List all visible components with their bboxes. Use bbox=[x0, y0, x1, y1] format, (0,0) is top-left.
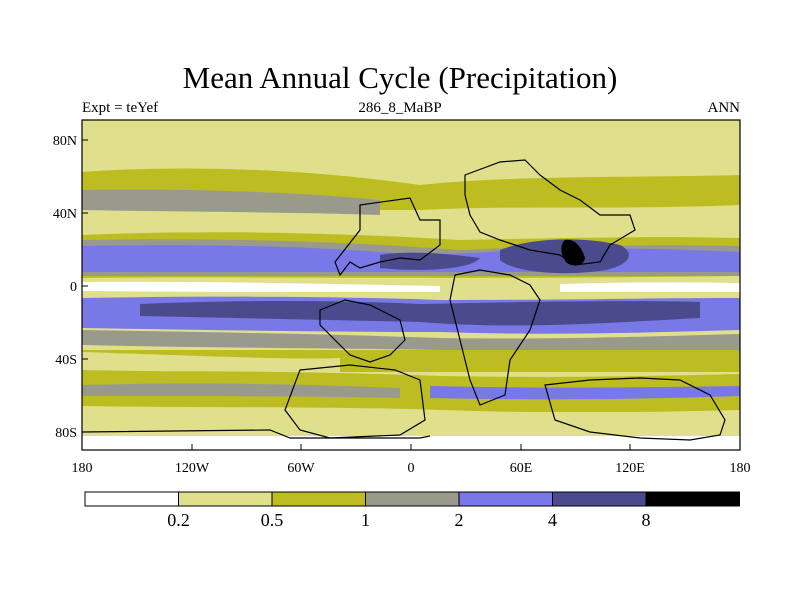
colorbar-label-1: 1 bbox=[361, 510, 370, 530]
band-nh-gray bbox=[82, 189, 380, 215]
y-tick-0: 0 bbox=[70, 280, 77, 295]
precip-field bbox=[82, 120, 740, 450]
x-tick-60e: 60E bbox=[510, 461, 533, 476]
outline-eurasia bbox=[464, 159, 636, 266]
y-tick-80s: 80S bbox=[55, 426, 77, 441]
y-tick-40s: 40S bbox=[55, 353, 77, 368]
x-tick-120w: 120W bbox=[175, 461, 210, 476]
y-tick-marks bbox=[82, 139, 88, 433]
band-nh-subtropics bbox=[82, 215, 740, 235]
outline-south-america bbox=[319, 299, 406, 363]
x-tick-60w: 60W bbox=[287, 461, 315, 476]
colorbar-bin-4 bbox=[459, 492, 553, 506]
band-sh-storm-gray bbox=[82, 383, 400, 398]
colorbar-bin-2 bbox=[272, 492, 366, 506]
y-tick-40n: 40N bbox=[53, 207, 77, 222]
colorbar-bin-6 bbox=[646, 492, 740, 506]
africa-dark-north bbox=[380, 252, 480, 270]
outline-australia-antarctica bbox=[544, 377, 726, 441]
monsoon-max bbox=[561, 239, 585, 266]
y-tick-80n: 80N bbox=[53, 134, 77, 149]
outline-southern-landmass bbox=[284, 364, 426, 439]
x-tick-marks bbox=[81, 444, 741, 450]
band-antarctic-white bbox=[82, 436, 740, 450]
x-tick-120e: 120E bbox=[615, 461, 645, 476]
season-label: ANN bbox=[707, 100, 741, 116]
band-equator-white-e bbox=[560, 282, 740, 292]
band-itcz-south-dark bbox=[140, 301, 700, 326]
experiment-label: Expt = teYef bbox=[82, 100, 159, 116]
band-arctic bbox=[82, 120, 740, 132]
land-outlines bbox=[82, 159, 726, 441]
x-tick-180w: 180 bbox=[72, 461, 93, 476]
plot-title: Mean Annual Cycle (Precipitation) bbox=[182, 60, 618, 95]
outline-antarctic-coast bbox=[82, 429, 431, 439]
band-sh-storm-blue bbox=[430, 386, 740, 400]
colorbar-label-8: 8 bbox=[642, 510, 651, 530]
colorbar-label-0-2: 0.2 bbox=[167, 510, 190, 530]
colorbar-bin-5 bbox=[552, 492, 646, 506]
colorbar: 0.2 0.5 1 2 4 8 bbox=[84, 491, 740, 530]
x-tick-180e: 180 bbox=[730, 461, 751, 476]
band-equator-white-w bbox=[82, 281, 440, 292]
y-tick-labels: 80N 40N 0 40S 80S bbox=[53, 134, 77, 441]
colorbar-label-2: 2 bbox=[455, 510, 464, 530]
outline-africa bbox=[449, 269, 541, 406]
outline-north-america bbox=[334, 197, 441, 277]
colorbar-label-4: 4 bbox=[548, 510, 557, 530]
colorbar-bin-1 bbox=[178, 492, 272, 506]
band-sh-yellow bbox=[82, 352, 340, 373]
colorbar-bin-3 bbox=[365, 492, 459, 506]
band-sh-gray bbox=[82, 330, 740, 352]
x-tick-0: 0 bbox=[408, 461, 415, 476]
colorbar-label-0-5: 0.5 bbox=[261, 510, 284, 530]
x-tick-labels: 180 120W 60W 0 60E 120E 180 bbox=[72, 461, 751, 476]
time-label: 286_8_MaBP bbox=[358, 100, 442, 116]
colorbar-bin-0 bbox=[85, 492, 179, 506]
